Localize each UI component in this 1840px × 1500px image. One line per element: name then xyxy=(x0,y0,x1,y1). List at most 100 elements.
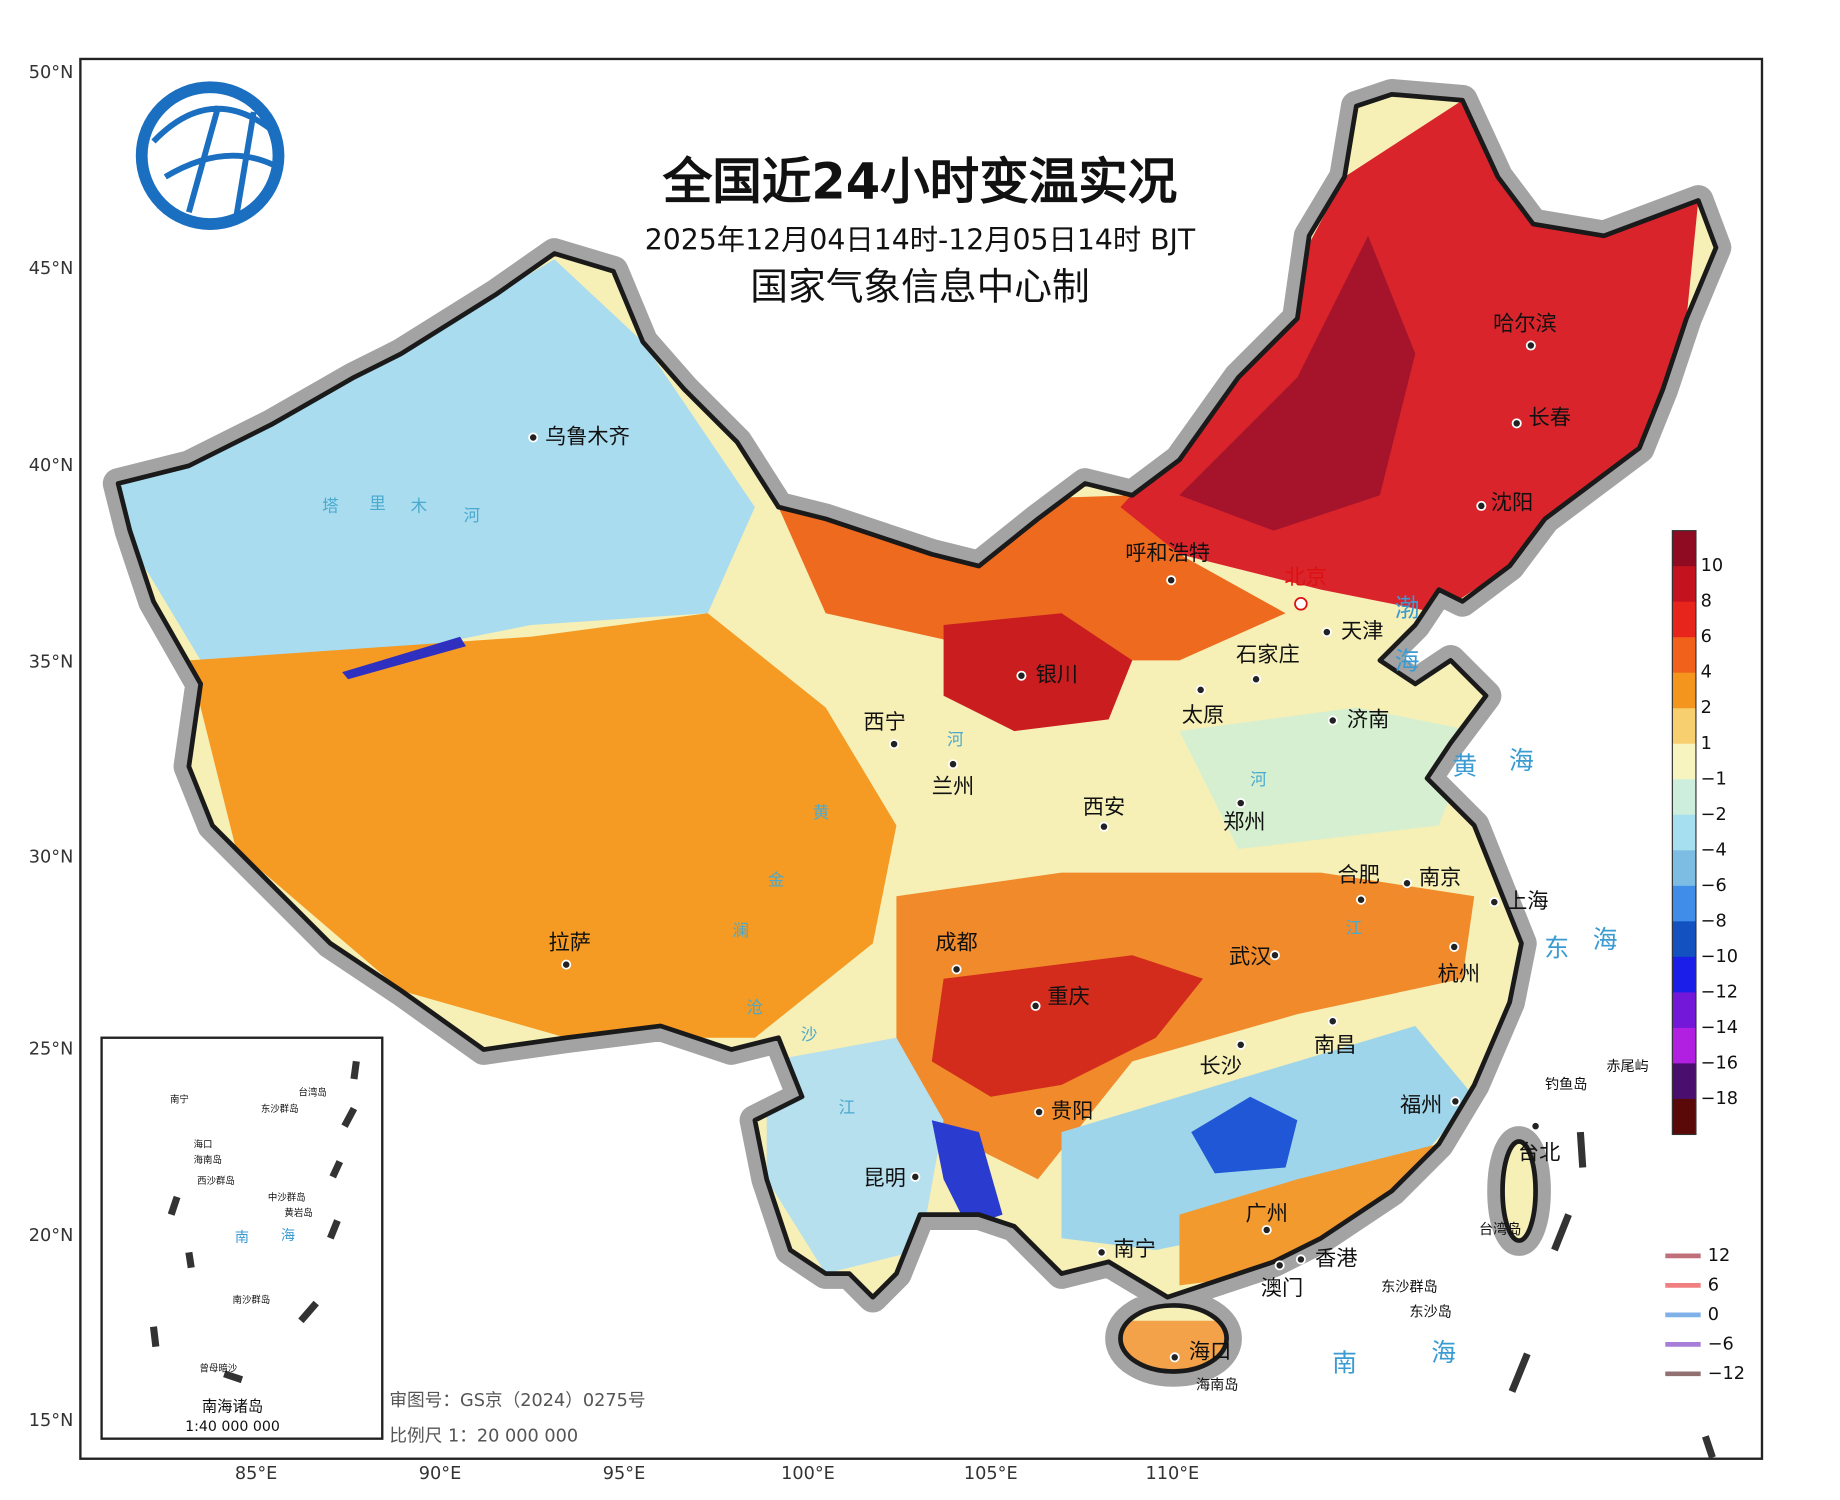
river-label: 江 xyxy=(1346,919,1363,938)
legend-label: −14 xyxy=(1701,1018,1738,1038)
legend-label: −18 xyxy=(1701,1089,1738,1109)
legend-swatch xyxy=(1672,992,1696,1029)
river-label: 沙 xyxy=(801,1025,818,1044)
sea-label: 海 xyxy=(1593,925,1618,954)
legend-label: −16 xyxy=(1701,1053,1738,1073)
city-label: 昆明 xyxy=(863,1166,905,1191)
legend-swatch xyxy=(1672,672,1696,709)
city-label: 北京 xyxy=(1284,565,1326,590)
inset-label: 南 xyxy=(235,1230,249,1246)
legend-label: 2 xyxy=(1701,698,1712,718)
legend-swatch xyxy=(1672,850,1696,887)
city-marker xyxy=(1274,1260,1285,1271)
inset-label: 台湾岛 xyxy=(299,1087,327,1099)
sea-label: 海 xyxy=(1431,1338,1456,1367)
legend-label: 10 xyxy=(1701,556,1724,576)
city-marker xyxy=(1269,950,1280,961)
city-marker xyxy=(528,432,539,443)
city-label: 哈尔滨 xyxy=(1493,311,1557,336)
city-marker xyxy=(1098,821,1109,832)
city-label: 石家庄 xyxy=(1236,643,1300,668)
inset-label: 中沙群岛 xyxy=(268,1192,306,1204)
legend-swatch xyxy=(1672,637,1696,674)
city-marker xyxy=(1525,340,1536,351)
city-label: 西宁 xyxy=(863,710,905,735)
sea-label: 海 xyxy=(1509,746,1534,775)
legend-label: 1 xyxy=(1701,734,1712,754)
inset-label: 西沙群岛 xyxy=(197,1175,235,1187)
river-label: 澜 xyxy=(733,921,750,940)
inset-label: 海南岛 xyxy=(194,1154,222,1166)
city-marker xyxy=(1449,941,1460,952)
city-label: 海口 xyxy=(1189,1340,1231,1365)
city-marker xyxy=(951,964,962,975)
map-scale: 比例尺 1：20 000 000 xyxy=(389,1425,578,1446)
city-marker xyxy=(1327,715,1338,726)
city-marker xyxy=(1096,1247,1107,1258)
city-label: 合肥 xyxy=(1337,863,1379,888)
river-label: 河 xyxy=(947,730,964,749)
sea-label: 东 xyxy=(1544,933,1569,962)
river-label: 江 xyxy=(839,1098,856,1117)
inset-scale: 1:40 000 000 xyxy=(185,1419,280,1435)
lat-label: 45°N xyxy=(29,259,74,279)
city-label: 天津 xyxy=(1341,619,1383,644)
legend-swatch xyxy=(1672,779,1696,816)
place-label: 钓鱼岛 xyxy=(1545,1076,1587,1093)
lat-label: 35°N xyxy=(29,653,74,673)
city-label: 杭州 xyxy=(1438,962,1480,987)
city-marker xyxy=(1261,1224,1272,1235)
city-marker xyxy=(1450,1096,1461,1107)
city-label: 兰州 xyxy=(932,775,974,800)
contour-label: −12 xyxy=(1708,1364,1745,1384)
lon-label: 90°E xyxy=(419,1464,462,1484)
legend-label: −2 xyxy=(1701,805,1727,825)
place-label: 台湾岛 xyxy=(1479,1221,1521,1238)
city-marker xyxy=(1030,1000,1041,1011)
river-label: 河 xyxy=(1250,770,1266,789)
logo xyxy=(135,81,285,230)
subtitle: 2025年12月04日14时-12月05日14时 BJT xyxy=(645,224,1196,257)
legend-swatch xyxy=(1672,1063,1696,1100)
legend-swatch xyxy=(1672,566,1696,603)
city-marker xyxy=(561,959,572,970)
city-marker xyxy=(1235,1039,1246,1050)
city-marker xyxy=(1295,1254,1306,1265)
legend-label: −6 xyxy=(1701,876,1727,896)
legend-swatch xyxy=(1672,1098,1696,1136)
city-label: 贵阳 xyxy=(1051,1099,1093,1124)
inset-frame xyxy=(100,1036,384,1440)
river-label: 河 xyxy=(464,506,481,525)
city-label: 南昌 xyxy=(1314,1033,1356,1058)
city-label: 郑州 xyxy=(1223,810,1265,835)
lon-label: 105°E xyxy=(964,1464,1018,1484)
lon-label: 110°E xyxy=(1145,1464,1199,1484)
legend-swatch xyxy=(1672,885,1696,922)
inset-label: 海 xyxy=(281,1228,295,1244)
city-label: 呼和浩特 xyxy=(1125,541,1210,566)
city-label: 银川 xyxy=(1036,663,1078,688)
city-label: 澳门 xyxy=(1261,1276,1303,1301)
city-label: 福州 xyxy=(1400,1093,1442,1118)
lat-label: 50°N xyxy=(29,63,74,83)
river-label: 沧 xyxy=(747,998,764,1017)
city-label: 长沙 xyxy=(1199,1054,1241,1079)
title: 全国近24小时变温实况 xyxy=(662,153,1178,211)
city-marker xyxy=(1356,894,1367,905)
river-label: 塔 xyxy=(322,497,339,516)
approval-number: 审图号：GS京（2024）0275号 xyxy=(389,1390,645,1411)
sea-label: 海 xyxy=(1395,647,1420,676)
legend-label: −4 xyxy=(1701,840,1727,860)
city-marker xyxy=(1294,596,1308,611)
city-marker xyxy=(948,759,959,770)
river-label: 金 xyxy=(768,870,785,889)
sea-label: 南 xyxy=(1332,1348,1357,1377)
city-marker xyxy=(1511,418,1522,429)
legend-label: −10 xyxy=(1701,947,1738,967)
contour-label: 6 xyxy=(1708,1275,1719,1295)
lon-label: 100°E xyxy=(781,1464,835,1484)
legend-label: 8 xyxy=(1701,592,1712,612)
legend-frame xyxy=(1671,530,1697,1136)
